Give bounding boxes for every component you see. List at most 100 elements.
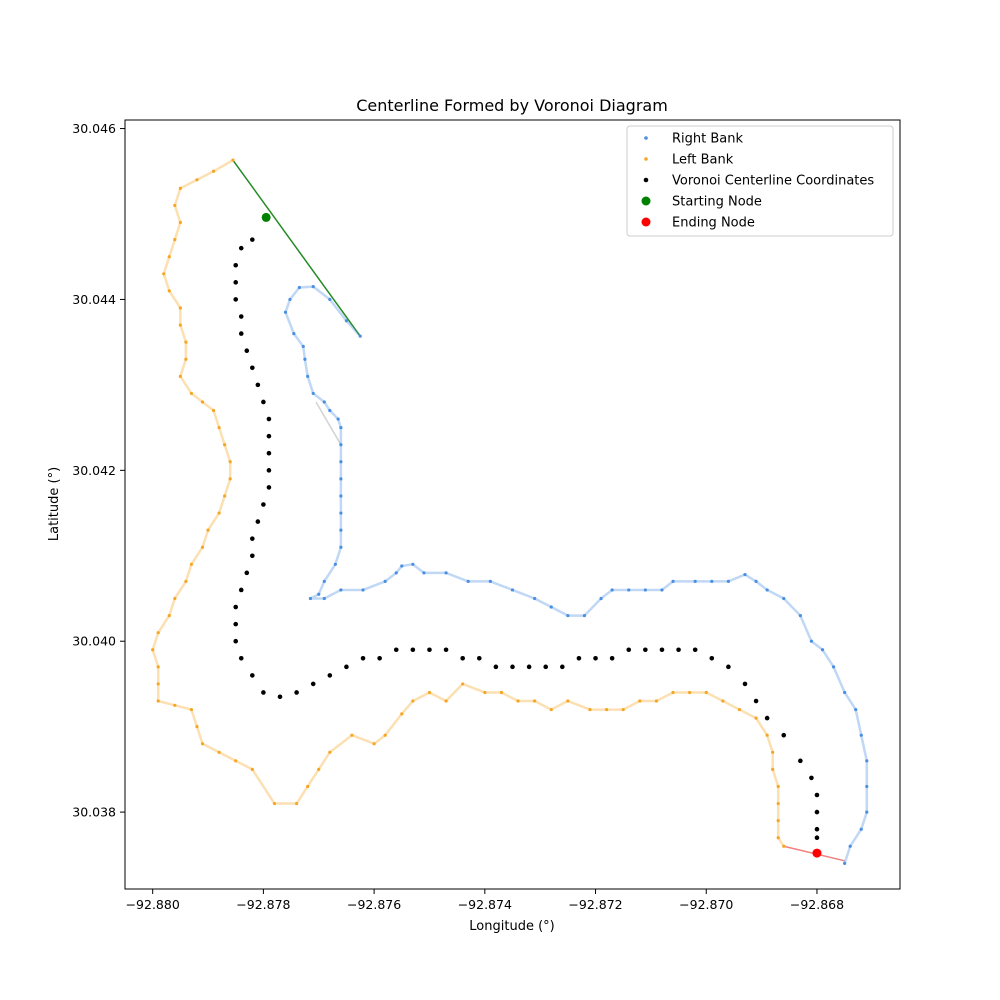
voronoi-centerline-coordinates-point — [255, 519, 261, 524]
left-bank-point — [178, 220, 182, 225]
right-bank-point — [566, 613, 570, 618]
voronoi-centerline-coordinates-point — [692, 647, 698, 653]
right-bank-point — [339, 477, 343, 481]
legend-label-ending-node: Ending Node — [672, 216, 755, 231]
left-bank-point — [499, 690, 504, 695]
left-bank-point — [516, 699, 520, 703]
right-bank-point — [726, 579, 730, 584]
left-bank-point — [771, 750, 775, 754]
voronoi-centerline-coordinates-point — [310, 681, 316, 687]
left-bank-point — [444, 699, 448, 703]
right-bank-point — [339, 588, 343, 592]
voronoi-centerline-coordinates-point — [238, 314, 244, 319]
right-bank-point — [283, 310, 288, 314]
right-bank-point — [444, 571, 448, 575]
right-bank-point — [383, 579, 387, 584]
right-bank-point — [301, 344, 305, 349]
voronoi-centerline-coordinates-point — [344, 664, 349, 670]
voronoi-centerline-coordinates-point — [266, 450, 272, 456]
left-bank-point — [173, 703, 177, 707]
voronoi-centerline-coordinates-point — [576, 656, 582, 661]
axes-frame — [124, 119, 901, 890]
right-bank-point — [831, 665, 836, 669]
legend-marker-ending-node — [641, 217, 651, 227]
left-bank-point — [167, 613, 171, 618]
voronoi-centerline-coordinates-point — [410, 647, 416, 653]
plot-area — [151, 158, 869, 865]
legend-label-starting-node: Starting Node — [672, 195, 762, 210]
legend-marker-left-bank — [644, 157, 648, 161]
voronoi-centerline-coordinates-point — [244, 348, 250, 354]
right-bank-point — [854, 707, 858, 712]
voronoi-centerline-coordinates-point — [360, 656, 366, 661]
left-bank-point — [178, 306, 182, 310]
right-bank-point — [400, 564, 404, 568]
right-bank-point — [693, 579, 697, 584]
voronoi-centerline-coordinates-point — [238, 656, 244, 661]
left-bank-point — [566, 699, 570, 703]
voronoi-centerline-coordinates-point — [233, 638, 239, 644]
left-bank-point — [178, 323, 182, 327]
legend-label-voronoi-centerline-coordinates: Voronoi Centerline Coordinates — [672, 174, 874, 189]
left-bank-point — [737, 707, 742, 712]
left-bank-point — [228, 460, 232, 464]
right-bank-point — [339, 528, 343, 532]
voronoi-centerline-coordinates-point — [510, 664, 515, 670]
voronoi-centerline-coordinates-point — [393, 647, 399, 653]
right-bank-point — [322, 579, 326, 584]
voronoi-centerline-coordinates-point — [814, 792, 820, 798]
voronoi-centerline-coordinates-point — [676, 647, 681, 653]
voronoi-centerline-coordinates-point — [626, 647, 632, 653]
legend-marker-starting-node — [641, 196, 651, 206]
left-bank-point — [217, 426, 221, 430]
right-bank-point — [303, 357, 307, 361]
x-tick-label: −92.880 — [126, 897, 180, 912]
voronoi-centerline-coordinates-point — [261, 502, 266, 507]
voronoi-centerline-coordinates-point — [543, 664, 549, 670]
right-bank-point — [311, 391, 315, 396]
left-bank-point — [272, 801, 277, 806]
right-bank-point — [754, 579, 758, 584]
right-bank-point — [411, 562, 415, 566]
voronoi-centerline-coordinates-point — [460, 656, 465, 661]
voronoi-centerline-coordinates-point — [261, 690, 266, 695]
left-bank-point — [688, 690, 692, 695]
left-bank-point — [372, 742, 376, 746]
start-connector-line — [232, 159, 361, 337]
left-bank-point — [654, 699, 659, 703]
right-bank-point — [358, 334, 362, 338]
voronoi-centerline-coordinates-point — [250, 365, 255, 371]
right-bank-point — [660, 588, 664, 592]
right-bank-point — [710, 579, 714, 584]
starting-node-point — [261, 212, 271, 222]
voronoi-centerline-coordinates-point — [266, 416, 272, 422]
left-bank-point — [184, 579, 188, 584]
voronoi-centerline-coordinates-point — [266, 468, 272, 473]
voronoi-centerline-coordinates-point — [238, 587, 244, 593]
voronoi-centerline-coordinates-point — [250, 553, 255, 559]
left-bank-point — [605, 707, 609, 712]
left-bank-point — [317, 767, 321, 771]
left-bank-series — [151, 158, 786, 848]
chart-title: Centerline Formed by Voronoi Diagram — [356, 96, 668, 115]
right-bank-point — [344, 319, 349, 323]
starting-node-series — [261, 212, 271, 222]
legend-label-right-bank: Right Bank — [672, 132, 743, 147]
voronoi-centerline-coordinates-point — [814, 835, 820, 841]
right-bank-point — [394, 571, 398, 575]
x-tick-label: −92.876 — [347, 897, 401, 912]
voronoi-centerline-coordinates-point — [266, 485, 272, 490]
left-bank-point — [178, 186, 182, 190]
left-bank-point — [184, 357, 188, 361]
right-bank-point — [339, 443, 343, 447]
left-bank-point — [156, 699, 160, 703]
legend-marker-voronoi-centerline-coordinates — [643, 177, 649, 183]
right-bank-point — [533, 596, 537, 601]
right-bank-point — [843, 690, 847, 695]
left-bank-point — [776, 801, 780, 806]
right-bank-point — [671, 579, 675, 584]
left-bank-point — [167, 255, 171, 259]
left-bank-point — [223, 443, 227, 447]
right-bank-point — [549, 605, 553, 609]
